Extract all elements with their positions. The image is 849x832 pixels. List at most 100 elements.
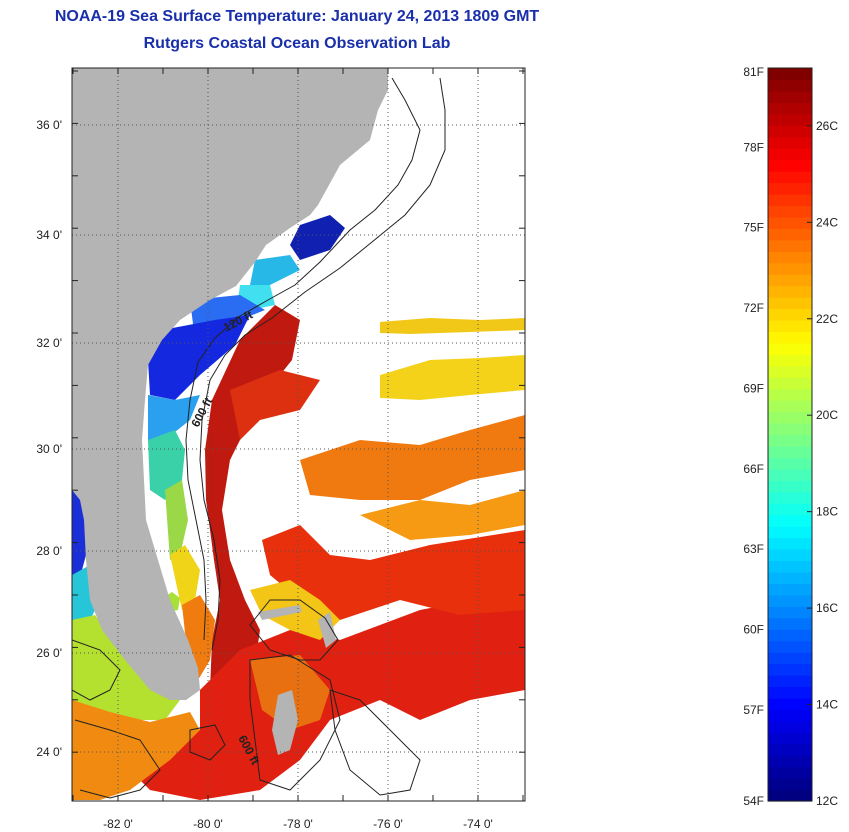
colorbar-stripe [768,468,812,481]
colorbar-stripe [768,159,812,172]
lat-tick-label: 34 0' [36,228,62,242]
colorbar-stripe [768,423,812,436]
offshore-orange-streak-2 [360,490,525,540]
colorbar-stripe [768,68,812,81]
colorbar-stripe [768,789,812,802]
colorbar-stripe [768,663,812,676]
colorbar-celsius-label: 14C [816,698,838,712]
colorbar-stripe [768,629,812,642]
colorbar-stripe [768,491,812,504]
lon-tick-label: -74 0' [463,817,493,831]
colorbar-stripe [768,755,812,768]
colorbar-stripe [768,594,812,607]
colorbar-stripe [768,216,812,229]
map-axis-ticks: 36 0' 34 0' 32 0' 30 0' 28 0' 26 0' 24 0' -82 0… [36,68,525,831]
lat-tick-label: 32 0' [36,336,62,350]
gulf-stream-band [205,305,300,720]
colorbar-stripe [768,571,812,584]
colorbar-celsius-label: 26C [816,119,838,133]
colorbar-stripe [768,720,812,733]
colorbar-stripe [768,457,812,470]
colorbar-stripe [768,388,812,401]
colorbar-fahrenheit-label: 69F [743,381,764,395]
lat-tick-label: 30 0' [36,442,62,456]
gulf-green-yellow [72,615,180,720]
colorbar-celsius-label: 24C [816,215,838,229]
colorbar-stripe [768,697,812,710]
colorbar-stripe [768,262,812,275]
colorbar-fahrenheit-label: 57F [743,703,764,717]
grand-bahama-island [258,605,302,620]
colorbar-stripe [768,617,812,630]
colorbar-stripe [768,560,812,573]
lon-tick-label: -82 0' [103,817,133,831]
colorbar-stripe [768,434,812,447]
colorbar-stripe [768,182,812,195]
atlantic-red-patch [262,525,525,620]
colorbar-fahrenheit-label: 81F [743,65,764,79]
bathymetry-contours [72,77,446,799]
colorbar-stripe [768,79,812,92]
offshore-orange-streak-1 [300,415,525,500]
colorbar-stripe [768,766,812,779]
colorbar-fahrenheit-label: 72F [743,301,764,315]
land-mass [72,68,388,700]
colorbar-stripe [768,526,812,539]
colorbar-stripe [768,411,812,424]
colorbar-stripe [768,445,812,459]
map-title: NOAA-19 Sea Surface Temperature: January… [54,8,540,25]
colorbar-stripe [768,136,812,149]
sst-swaths [72,305,525,800]
colorbar-stripe [768,778,812,791]
colorbar-stripe [768,193,812,207]
colorbar-stripe [768,686,812,699]
offshore-yellow-band [380,355,525,400]
colorbar-stripe [768,537,812,550]
andros-island [272,690,298,755]
lat-tick-label: 24 0' [36,745,62,759]
colorbar-labels: 81F 78F 75F 72F 69F 66F 63F 60F 57F 54F 26C 24C 22C 2… [743,65,838,808]
colorbar-stripe [768,480,812,493]
colorbar-celsius-label: 18C [816,505,838,519]
colorbar-stripe [768,640,812,653]
colorbar-stripe [768,102,812,115]
lon-tick-label: -76 0' [373,817,403,831]
colorbar-fahrenheit-label: 78F [743,140,764,154]
colorbar-stripe [768,319,812,333]
lat-tick-label: 36 0' [36,118,62,132]
colorbar-stripe [768,308,812,321]
colorbar-stripe [768,675,812,688]
colorbar-stripe [768,148,812,161]
colorbar-celsius-label: 20C [816,408,838,422]
contour-120ft [185,77,421,641]
colorbar-stripe [768,549,812,562]
colorbar-stripe [768,113,812,126]
colorbar-stripe [768,239,812,252]
colorbar-stripe [768,354,812,367]
colorbar-celsius-label: 22C [816,312,838,326]
colorbar-stripe [768,228,812,241]
colorbar-celsius-label: 12C [816,794,838,808]
contour-600ft [199,77,446,651]
lat-tick-label: 28 0' [36,544,62,558]
colorbar-frame [767,67,813,802]
colorbar-stripe [768,331,812,344]
colorbar-stripe [768,365,812,378]
colorbar-stripe [768,732,812,745]
colorbar-fahrenheit-label: 63F [743,542,764,556]
colorbar-stripe [768,297,812,310]
colorbar-stripe [768,583,812,596]
colorbar-fahrenheit-label: 54F [743,794,764,808]
lon-tick-label: -78 0' [283,817,313,831]
colorbar-stripe [768,503,812,516]
colorbar-fahrenheit-label: 60F [743,623,764,637]
colorbar-stripe [768,377,812,390]
abaco-island [318,612,336,648]
colorbar-stripe [768,652,812,665]
colorbar-stripe [768,743,812,756]
lon-tick-label: -80 0' [193,817,223,831]
map-subtitle: Rutgers Coastal Ocean Observation Lab [143,35,451,52]
colorbar-gradient [768,68,812,802]
